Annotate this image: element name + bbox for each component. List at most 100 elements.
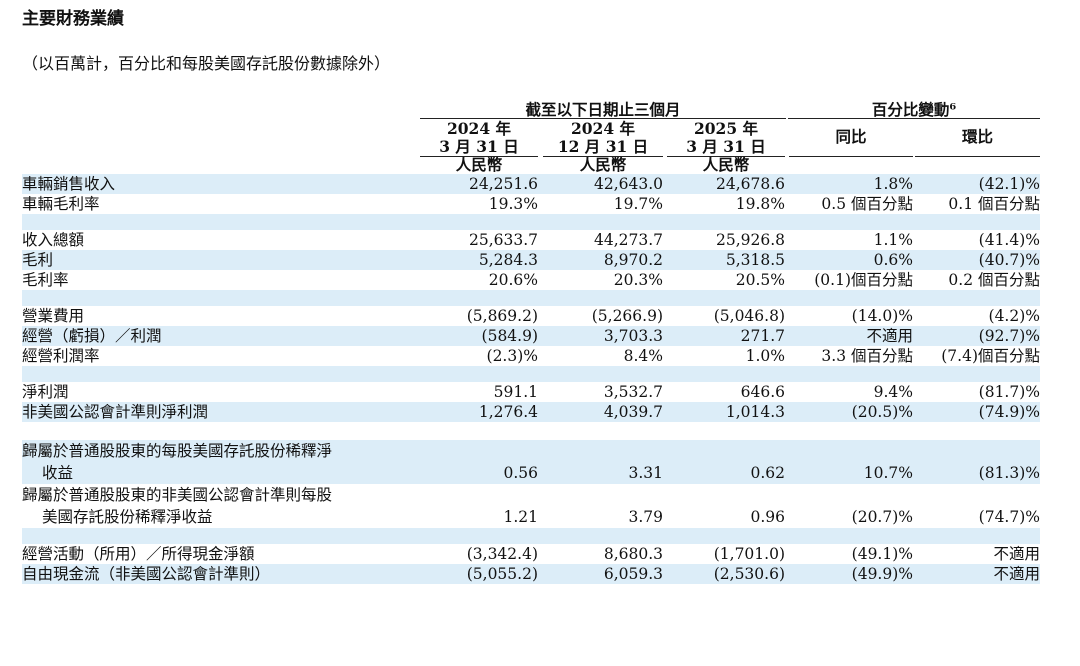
cell: 20.5%: [735, 271, 785, 289]
column-qoq-label: 環比: [961, 127, 993, 146]
cell: 3.31: [628, 464, 663, 482]
table-row: 車輛銷售收入 24,251.6 42,643.0 24,678.6 1.8% (…: [22, 174, 1040, 194]
cell: (5,046.8): [713, 307, 785, 325]
cell: (2,530.6): [713, 565, 785, 583]
cell: (41.4)%: [978, 231, 1040, 249]
cell: 5,284.3: [478, 251, 538, 269]
table-row: 車輛毛利率 19.3% 19.7% 19.8% 0.5 個百分點 0.1 個百分…: [22, 194, 1040, 214]
row-label: 歸屬於普通股股東的非美國公認會計準則每股 美國存託股份稀釋淨收益: [22, 484, 422, 528]
cell: (42.1)%: [978, 175, 1040, 193]
cell: 3.3 個百分點: [821, 347, 913, 365]
row-label: 車輛銷售收入: [22, 175, 116, 193]
cell: (5,266.9): [591, 307, 663, 325]
spacer-row: [22, 214, 1040, 230]
column-unit: 人民幣: [579, 155, 627, 174]
cell: 0.1 個百分點: [948, 195, 1040, 213]
spacer-row: [22, 290, 1040, 306]
header-rule: [420, 118, 786, 119]
unit-rule: [915, 156, 1040, 157]
change-group-header: 百分比變動⁶: [871, 100, 957, 119]
cell: (0.1)個百分點: [814, 271, 913, 289]
cell: (3,342.4): [466, 545, 538, 563]
cell: 5,318.5: [725, 251, 785, 269]
cell: (584.9): [481, 327, 538, 345]
row-label-line1: 歸屬於普通股股東的非美國公認會計準則每股: [22, 486, 333, 504]
cell: 不適用: [993, 565, 1040, 583]
row-label: 非美國公認會計準則淨利潤: [22, 403, 209, 421]
page-title: 主要財務業績: [22, 9, 124, 29]
column-header-q1-2025: 2025 年 3 月 31 日 人民幣: [667, 120, 785, 174]
cell: 646.6: [740, 383, 785, 401]
spacer-row: [22, 366, 1040, 382]
table-row: 經營（虧損）／利潤 (584.9) 3,703.3 271.7 不適用 (92.…: [22, 326, 1040, 346]
cell: 271.7: [740, 327, 785, 345]
cell: 0.2 個百分點: [948, 271, 1040, 289]
cell: 20.6%: [488, 271, 538, 289]
row-label-line1: 歸屬於普通股股東的每股美國存託股份稀釋淨: [22, 442, 333, 460]
cell: 42,643.0: [593, 175, 663, 193]
cell: 20.3%: [613, 271, 663, 289]
unit-rule: [420, 156, 538, 157]
column-date: 3 月 31 日: [686, 137, 766, 156]
table-row: 經營利潤率 (2.3)% 8.4% 1.0% 3.3 個百分點 (7.4)個百分…: [22, 346, 1040, 366]
cell: (14.0)%: [851, 307, 913, 325]
cell: (49.1)%: [851, 545, 913, 563]
row-label: 車輛毛利率: [22, 195, 100, 213]
cell: 不適用: [993, 545, 1040, 563]
cell: 19.7%: [613, 195, 663, 213]
table-row: 非美國公認會計準則淨利潤 1,276.4 4,039.7 1,014.3 (20…: [22, 402, 1040, 422]
column-unit: 人民幣: [455, 155, 503, 174]
column-year: 2024 年: [446, 119, 512, 138]
cell: (49.9)%: [851, 565, 913, 583]
cell: 3,532.7: [603, 383, 663, 401]
column-date: 3 月 31 日: [439, 137, 519, 156]
cell: 19.3%: [488, 195, 538, 213]
cell: 1.0%: [745, 347, 785, 365]
cell: (20.5)%: [851, 403, 913, 421]
table-row: 歸屬於普通股股東的非美國公認會計準則每股 美國存託股份稀釋淨收益 1.21 3.…: [22, 484, 1040, 528]
row-label: 經營（虧損）／利潤: [22, 327, 162, 345]
cell: (5,869.2): [466, 307, 538, 325]
table-row: 毛利 5,284.3 8,970.2 5,318.5 0.6% (40.7)%: [22, 250, 1040, 270]
unit-rule: [667, 156, 785, 157]
cell: 3.79: [628, 508, 663, 526]
page-subtitle: （以百萬計，百分比和每股美國存託股份數據除外）: [22, 54, 391, 73]
cell: 不適用: [866, 327, 913, 345]
cell: (7.4)個百分點: [941, 347, 1040, 365]
cell: 4,039.7: [603, 403, 663, 421]
column-year: 2025 年: [693, 119, 759, 138]
cell: (74.9)%: [978, 403, 1040, 421]
row-label: 毛利率: [22, 271, 69, 289]
row-label: 營業費用: [22, 307, 85, 325]
table-row: 收入總額 25,633.7 44,273.7 25,926.8 1.1% (41…: [22, 230, 1040, 250]
row-label-line2: 收益: [42, 464, 74, 482]
cell: (5,055.2): [466, 565, 538, 583]
column-header-qoq: 環比: [915, 128, 1040, 146]
cell: 8.4%: [623, 347, 663, 365]
row-label: 經營活動（所用）／所得現金淨額: [22, 545, 255, 563]
cell: (92.7)%: [978, 327, 1040, 345]
cell: (81.7)%: [978, 383, 1040, 401]
cell: 25,633.7: [468, 231, 538, 249]
cell: 10.7%: [863, 464, 913, 482]
table-row: 營業費用 (5,869.2) (5,266.9) (5,046.8) (14.0…: [22, 306, 1040, 326]
cell: 24,251.6: [468, 175, 538, 193]
row-label: 經營利潤率: [22, 347, 100, 365]
cell: 1,014.3: [725, 403, 785, 421]
spacer-row: [22, 528, 1040, 544]
row-label: 自由現金流（非美國公認會計準則）: [22, 565, 271, 583]
column-header-q1-2024: 2024 年 3 月 31 日 人民幣: [420, 120, 538, 174]
cell: 44,273.7: [593, 231, 663, 249]
cell: 0.96: [750, 508, 785, 526]
period-group-header: 截至以下日期止三個月: [525, 100, 681, 119]
cell: (81.3)%: [978, 464, 1040, 482]
table-row: 經營活動（所用）／所得現金淨額 (3,342.4) 8,680.3 (1,701…: [22, 544, 1040, 564]
cell: 0.62: [750, 464, 785, 482]
cell: 8,680.3: [603, 545, 663, 563]
spacer-row: [22, 422, 1040, 440]
row-label: 淨利潤: [22, 383, 69, 401]
cell: 0.5 個百分點: [821, 195, 913, 213]
cell: 1,276.4: [478, 403, 538, 421]
unit-rule: [789, 156, 913, 157]
column-header-q4-2024: 2024 年 12 月 31 日 人民幣: [543, 120, 663, 174]
